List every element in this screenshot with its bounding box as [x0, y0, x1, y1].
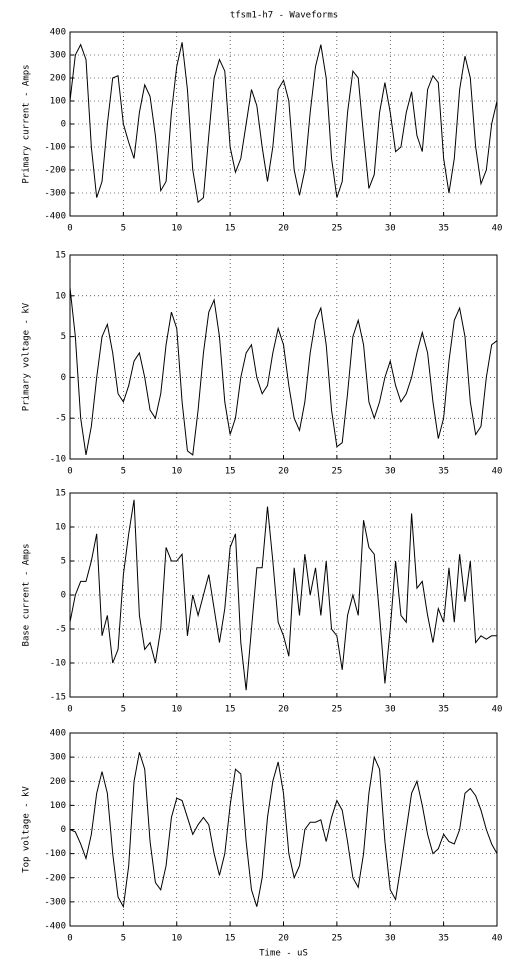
waveform — [69, 752, 498, 909]
y-axis-label: Base current - Amps — [22, 544, 32, 647]
x-tick-label: 30 — [385, 705, 396, 715]
x-tick-label: 15 — [225, 224, 236, 234]
x-tick-label: 10 — [171, 705, 182, 715]
x-tick-label: 5 — [121, 934, 126, 944]
x-tick-label: 5 — [121, 705, 126, 715]
figure-title: tfsm1-h7 - Waveforms — [230, 11, 338, 21]
y-tick-label: -100 — [44, 849, 66, 859]
y-tick-label: -200 — [44, 166, 66, 176]
y-tick-label: 300 — [50, 51, 66, 61]
x-tick-label: 25 — [331, 467, 342, 477]
y-tick-label: 0 — [61, 120, 66, 130]
x-tick-label: 25 — [331, 934, 342, 944]
y-axis-label: Primary current - Amps — [22, 64, 32, 183]
x-tick-label: 15 — [225, 934, 236, 944]
x-tick-label: 20 — [278, 705, 289, 715]
x-tick-label: 30 — [385, 467, 396, 477]
plot-frame — [69, 492, 498, 698]
x-tick-label: 40 — [492, 705, 503, 715]
x-tick-label: 25 — [331, 705, 342, 715]
y-tick-label: 0 — [61, 373, 66, 383]
x-tick-label: 10 — [171, 467, 182, 477]
x-tick-label: 5 — [121, 224, 126, 234]
x-axis-label: Time - uS — [259, 949, 308, 959]
x-tick-label: 40 — [492, 467, 503, 477]
x-tick-label: 20 — [278, 467, 289, 477]
y-tick-label: -10 — [50, 455, 66, 465]
y-tick-label: 200 — [50, 777, 66, 787]
y-tick-label: 5 — [61, 332, 66, 342]
y-tick-label: 10 — [55, 523, 66, 533]
y-tick-label: 10 — [55, 291, 66, 301]
plot-frame — [69, 31, 498, 217]
x-tick-label: 35 — [438, 934, 449, 944]
x-tick-label: 35 — [438, 224, 449, 234]
y-tick-label: 400 — [50, 729, 66, 739]
y-tick-label: -5 — [55, 414, 66, 424]
y-tick-label: -10 — [50, 659, 66, 669]
x-tick-label: 20 — [278, 934, 289, 944]
plot-frame — [69, 254, 498, 460]
x-tick-label: 10 — [171, 934, 182, 944]
y-tick-label: 15 — [55, 251, 66, 261]
y-tick-label: 15 — [55, 489, 66, 499]
x-tick-label: 0 — [67, 934, 72, 944]
waveform — [69, 42, 498, 204]
y-axis-label: Top voltage - kV — [22, 786, 32, 873]
y-tick-label: 100 — [50, 97, 66, 107]
y-tick-label: -300 — [44, 189, 66, 199]
x-tick-label: 40 — [492, 934, 503, 944]
y-tick-label: -400 — [44, 922, 66, 932]
waveform — [69, 499, 497, 691]
x-tick-label: 20 — [278, 224, 289, 234]
x-tick-label: 0 — [67, 224, 72, 234]
y-tick-label: 0 — [61, 825, 66, 835]
x-tick-label: 10 — [171, 224, 182, 234]
x-tick-label: 5 — [121, 467, 126, 477]
y-tick-label: 400 — [50, 28, 66, 38]
y-axis-label: Primary voltage - kV — [22, 302, 32, 411]
x-tick-label: 0 — [67, 467, 72, 477]
y-tick-label: 100 — [50, 801, 66, 811]
y-tick-label: -400 — [44, 212, 66, 222]
x-tick-label: 25 — [331, 224, 342, 234]
x-tick-label: 30 — [385, 224, 396, 234]
x-tick-label: 35 — [438, 705, 449, 715]
x-tick-label: 35 — [438, 467, 449, 477]
y-tick-label: 300 — [50, 753, 66, 763]
y-tick-label: -300 — [44, 897, 66, 907]
x-tick-label: 0 — [67, 705, 72, 715]
y-tick-label: 200 — [50, 74, 66, 84]
y-tick-label: -5 — [55, 625, 66, 635]
waveform — [69, 287, 498, 456]
y-tick-label: -100 — [44, 143, 66, 153]
x-tick-label: 40 — [492, 224, 503, 234]
x-tick-label: 15 — [225, 705, 236, 715]
x-tick-label: 15 — [225, 467, 236, 477]
x-tick-label: 30 — [385, 934, 396, 944]
y-tick-label: 5 — [61, 557, 66, 567]
y-tick-label: -200 — [44, 873, 66, 883]
y-tick-label: 0 — [61, 591, 66, 601]
y-tick-label: -15 — [50, 693, 66, 703]
